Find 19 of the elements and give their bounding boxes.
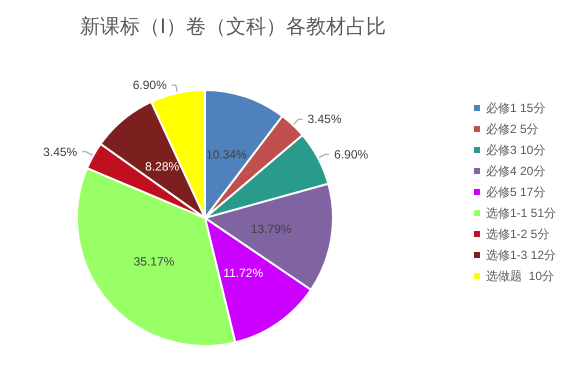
legend-label: 选修1-3 12分	[486, 248, 556, 262]
data-label: 8.28%	[145, 159, 180, 174]
legend-label: 必修4 20分	[486, 164, 546, 178]
chart-title: 新课标（Ⅰ）卷（文科）各教材占比	[80, 16, 386, 38]
data-label: 11.72%	[223, 266, 264, 280]
legend-label: 选修1-1 51分	[486, 206, 556, 220]
legend-label: 必修5 17分	[486, 185, 546, 199]
data-label: 13.79%	[250, 222, 292, 236]
legend-label: 必修2 5分	[486, 122, 539, 136]
legend-label: 选做题 10分	[486, 269, 554, 283]
data-label: 6.90%	[132, 78, 168, 92]
data-label: 3.45%	[43, 144, 78, 159]
legend-label: 选修1-2 5分	[486, 227, 550, 241]
legend-label: 必修1 15分	[486, 101, 546, 115]
data-label: 6.90%	[334, 147, 369, 162]
data-label: 3.45%	[308, 112, 342, 126]
legend-label: 必修3 10分	[486, 143, 546, 157]
data-label: 10.34%	[206, 148, 248, 162]
data-label: 35.17%	[134, 254, 175, 268]
